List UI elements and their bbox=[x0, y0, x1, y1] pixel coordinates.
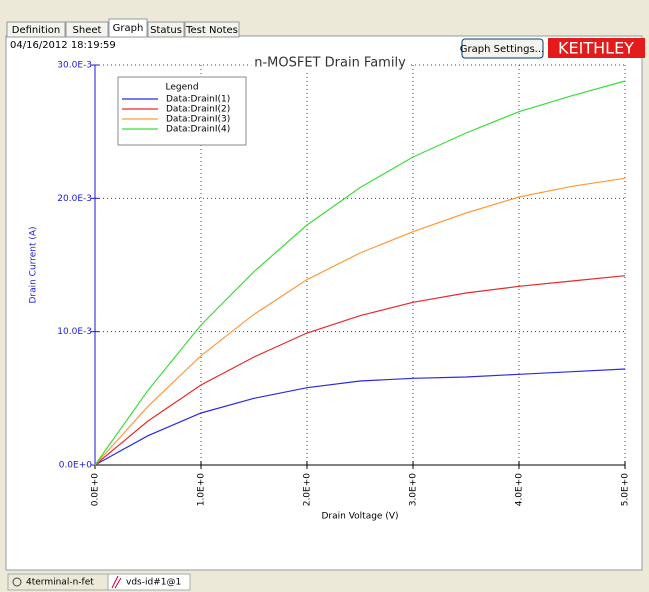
graph-icon bbox=[111, 575, 122, 589]
tab[interactable] bbox=[147, 21, 185, 38]
graph-settings-button[interactable] bbox=[461, 38, 544, 59]
tab-active[interactable] bbox=[108, 18, 148, 38]
tab[interactable] bbox=[6, 21, 66, 38]
graph-panel bbox=[5, 35, 643, 571]
y-tick-label: 30.0E-3 bbox=[57, 61, 92, 71]
legend-label: Data:DrainI(2) bbox=[166, 105, 230, 115]
tab[interactable] bbox=[184, 21, 240, 38]
legend-title: Legend bbox=[165, 83, 198, 93]
y-axis-label: Drain Current (A) bbox=[29, 226, 39, 303]
x-axis-label: Drain Voltage (V) bbox=[321, 512, 398, 522]
bottom-tab-label: vds-id#1@1 bbox=[126, 578, 181, 588]
tab[interactable] bbox=[65, 21, 109, 38]
tab-label: Sheet bbox=[73, 25, 102, 36]
timestamp: 04/16/2012 18:19:59 bbox=[10, 40, 116, 51]
x-tick-label: 0.0E+0 bbox=[91, 473, 101, 507]
tab-label: Test Notes bbox=[185, 25, 238, 36]
data-line bbox=[94, 368, 626, 466]
x-tick-label: 1.0E+0 bbox=[197, 473, 207, 507]
tab-label: Status bbox=[150, 25, 182, 36]
button-label: Graph Settings... bbox=[460, 44, 544, 55]
tab-label: Graph bbox=[113, 23, 144, 34]
x-tick-label: 4.0E+0 bbox=[515, 473, 525, 507]
chart-title: n-MOSFET Drain Family bbox=[254, 56, 406, 71]
plot: 0.0E+0 10.0E-3 20.0E-3 30.0E-3 0.0E+0 1.0E+0 2… bbox=[57, 55, 631, 507]
tab-strip: Definition Sheet Graph Status Test Notes bbox=[6, 18, 240, 38]
logo-box bbox=[548, 38, 645, 58]
y-tick-label: 0.0E+0 bbox=[59, 461, 93, 471]
data-line bbox=[94, 177, 626, 466]
data-line bbox=[94, 80, 626, 466]
legend-box bbox=[117, 76, 247, 146]
legend: Data:DrainI(1)Data:DrainI(2)Data:DrainI(… bbox=[122, 95, 230, 135]
y-tick-label: 10.0E-3 bbox=[57, 327, 92, 337]
title-backdrop bbox=[251, 55, 410, 71]
tab-label: Definition bbox=[12, 25, 60, 36]
fet-icon bbox=[12, 577, 22, 587]
legend-label: Data:DrainI(4) bbox=[166, 125, 230, 135]
x-tick-label: 2.0E+0 bbox=[303, 473, 313, 507]
x-tick-label: 3.0E+0 bbox=[409, 473, 419, 507]
logo: KEITHLEY bbox=[558, 39, 634, 58]
data-line bbox=[94, 275, 626, 466]
x-tick-label: 5.0E+0 bbox=[621, 473, 631, 507]
legend-label: Data:DrainI(1) bbox=[166, 95, 230, 105]
bottom-tab-active[interactable] bbox=[107, 573, 191, 591]
legend-label: Data:DrainI(3) bbox=[166, 115, 230, 125]
bottom-tab-label: 4terminal-n-fet bbox=[26, 578, 94, 588]
y-tick-label: 20.0E-3 bbox=[57, 194, 92, 204]
